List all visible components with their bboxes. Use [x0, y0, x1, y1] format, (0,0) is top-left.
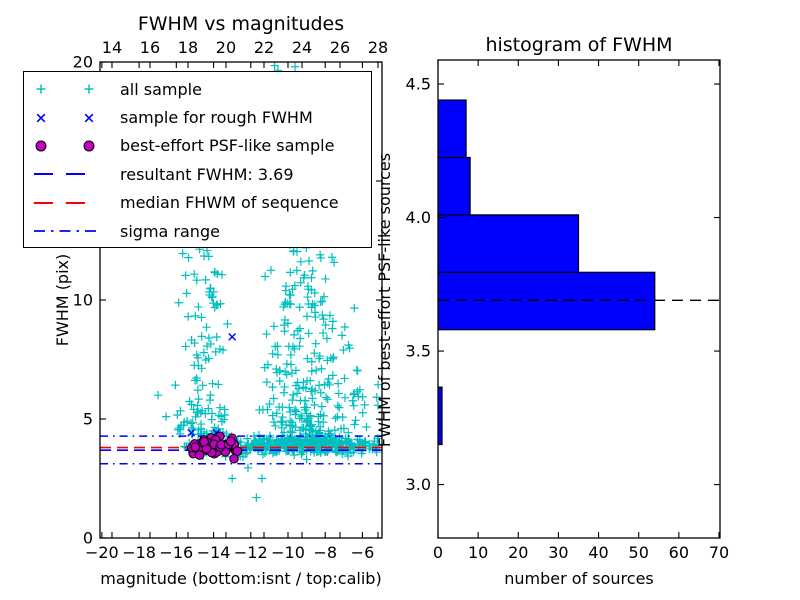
- histogram-bar: [438, 386, 443, 446]
- right-plot-ticks: 0 10 20 30 40 50 60 70 3.0 3.5 4.0 4.5: [406, 60, 729, 562]
- svg-text:16: 16: [140, 38, 160, 57]
- legend-item-rough-fwhm-sample: sample for rough FWHM: [32, 103, 371, 131]
- svg-text:50: 50: [629, 543, 649, 562]
- svg-text:22: 22: [254, 38, 274, 57]
- legend-item-resultant-fwhm: resultant FWHM: 3.69: [32, 160, 371, 188]
- legend-label-rough-fwhm-sample: sample for rough FWHM: [120, 108, 313, 128]
- histogram-bars: [438, 99, 656, 446]
- svg-text:20: 20: [73, 53, 93, 72]
- legend-label-psf-like-sample: best-effort PSF-like sample: [120, 136, 335, 156]
- svg-text:5: 5: [83, 410, 93, 429]
- svg-text:14: 14: [102, 38, 122, 57]
- legend-marker-median-fhwm: [34, 201, 96, 204]
- svg-text:−6: −6: [351, 543, 375, 562]
- scatter-psf-like-sample: [186, 431, 243, 464]
- svg-text:0: 0: [83, 529, 93, 548]
- svg-text:10: 10: [468, 543, 488, 562]
- svg-text:−20: −20: [85, 543, 119, 562]
- histogram-bar: [438, 156, 471, 216]
- right-plot-ylabel: FWHM of best-effort PSF-like sources: [375, 153, 394, 447]
- svg-text:40: 40: [588, 543, 608, 562]
- legend-item-sigma-range: sigma range: [32, 217, 371, 245]
- right-plot-frame: [437, 59, 721, 539]
- legend-marker-all-sample: [36, 84, 94, 94]
- legend-marker-psf-like-sample: [35, 140, 95, 152]
- legend-item-all-sample: all sample: [32, 75, 371, 103]
- svg-text:−10: −10: [271, 543, 305, 562]
- svg-text:18: 18: [178, 38, 198, 57]
- svg-text:−16: −16: [159, 543, 193, 562]
- legend-label-median-fhwm: median FHWM of sequence: [120, 193, 339, 213]
- left-plot-xlabel: magnitude (bottom:isnt / top:calib): [100, 569, 381, 588]
- legend-label-resultant-fwhm: resultant FWHM: 3.69: [120, 164, 294, 184]
- svg-text:−18: −18: [122, 543, 156, 562]
- svg-text:4.0: 4.0: [406, 208, 431, 227]
- legend-item-psf-like-sample: best-effort PSF-like sample: [32, 132, 371, 160]
- svg-text:26: 26: [330, 38, 350, 57]
- svg-text:3.5: 3.5: [406, 342, 431, 361]
- legend-item-median-fhwm: median FHWM of sequence: [32, 189, 371, 217]
- svg-text:4.5: 4.5: [406, 75, 431, 94]
- legend-label-sigma-range: sigma range: [120, 221, 220, 241]
- left-plot-title: FWHM vs magnitudes: [138, 13, 344, 35]
- svg-text:20: 20: [508, 543, 528, 562]
- svg-text:0: 0: [433, 543, 443, 562]
- legend-marker-sigma-range: [34, 230, 96, 233]
- histogram-bar: [438, 99, 467, 159]
- svg-text:−14: −14: [197, 543, 231, 562]
- svg-text:3.0: 3.0: [406, 475, 431, 494]
- legend: all sample sample for rough FWHM best-ef…: [23, 71, 372, 248]
- legend-marker-rough-fwhm-sample: [36, 113, 94, 122]
- left-plot-ylabel: FWHM (pix): [53, 254, 72, 347]
- svg-text:28: 28: [368, 38, 388, 57]
- svg-text:24: 24: [292, 38, 312, 57]
- svg-text:30: 30: [548, 543, 568, 562]
- svg-text:20: 20: [216, 38, 236, 57]
- svg-text:10: 10: [73, 291, 93, 310]
- right-plot-xlabel: number of sources: [504, 569, 654, 588]
- svg-text:60: 60: [669, 543, 689, 562]
- histogram-bar: [438, 214, 580, 273]
- legend-label-all-sample: all sample: [120, 79, 202, 99]
- right-plot-title: histogram of FWHM: [485, 34, 672, 56]
- left-plot-ticks: −20 −18 −16 −14 −12 −10 −8 −6 14 16 18 20 22 24 26 28 0 5…: [73, 38, 389, 562]
- svg-text:−8: −8: [313, 543, 337, 562]
- svg-text:−12: −12: [234, 543, 268, 562]
- svg-text:70: 70: [709, 543, 729, 562]
- legend-marker-resultant-fwhm: [34, 173, 96, 176]
